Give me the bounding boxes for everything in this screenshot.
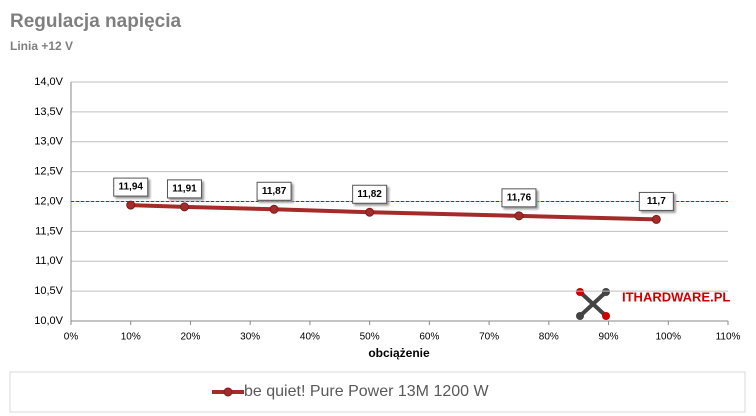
x-tick-label: 100% [655, 332, 681, 343]
value-label: 11,76 [507, 192, 532, 203]
value-label-box [501, 188, 537, 208]
value-label: 11,91 [172, 184, 197, 195]
x-tick-label: 60% [419, 332, 439, 343]
legend-label: be quiet! Pure Power 13M 1200 W [244, 383, 489, 400]
y-tick-label: 11,5V [35, 225, 64, 237]
y-tick-label: 12,5V [34, 166, 63, 178]
value-label-box [256, 181, 292, 201]
data-line [130, 203, 657, 222]
value-label: 11,94 [118, 182, 143, 193]
x-tick-label: 10% [121, 332, 141, 343]
chart-subtitle: Linia +12 V [10, 39, 73, 53]
x-tick-label: 40% [300, 332, 320, 343]
y-tick-label: 11,0V [35, 255, 64, 267]
data-point [269, 204, 279, 214]
logo-icon [576, 288, 610, 320]
y-tick-label: 10,5V [34, 285, 63, 297]
value-label-box [352, 184, 388, 204]
y-tick-label: 14,0V [34, 76, 63, 88]
y-tick-label: 10,0V [34, 315, 63, 327]
logo-text: ITHARDWARE.PL [622, 289, 730, 304]
x-tick-label: 70% [479, 332, 499, 343]
chart-title: Regulacja napięcia [10, 11, 182, 32]
x-tick-label: 110% [716, 332, 741, 343]
x-tick-label: 20% [180, 332, 200, 343]
y-tick-label: 12,0V [34, 195, 63, 207]
data-point [365, 207, 375, 217]
value-label: 11,87 [262, 186, 287, 197]
legend-marker [223, 387, 233, 397]
x-tick-label: 50% [360, 332, 380, 343]
value-label-box [113, 177, 149, 197]
y-tick-label: 13,0V [34, 136, 63, 148]
x-tick-label: 0% [64, 332, 79, 343]
value-label-box [638, 191, 674, 211]
data-point [179, 202, 189, 212]
x-tick-label: 80% [539, 332, 559, 343]
data-point [651, 214, 661, 224]
data-point [514, 211, 524, 221]
y-tick-label: 13,5V [34, 106, 63, 118]
x-tick-label: 90% [599, 332, 619, 343]
value-label: 11,7 [647, 196, 666, 207]
data-point [126, 200, 136, 210]
x-tick-label: 30% [240, 332, 260, 343]
value-label: 11,82 [357, 189, 382, 200]
legend-box [9, 371, 746, 413]
x-axis-label: obciążenie [368, 346, 430, 360]
value-label-box [166, 179, 202, 199]
